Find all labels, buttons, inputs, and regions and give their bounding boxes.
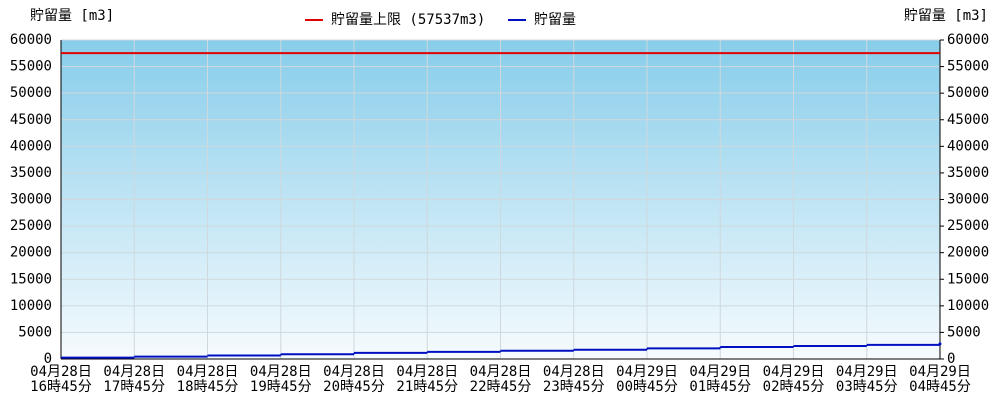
x-tick-label: 04月29日 <box>689 364 751 380</box>
y-tick-label: 35000 <box>10 165 52 181</box>
x-tick-label: 01時45分 <box>689 379 751 395</box>
y2-tick-label: 40000 <box>947 138 989 154</box>
x-tick-label: 00時45分 <box>616 379 678 395</box>
step-point <box>938 342 942 346</box>
x-tick-label: 04月28日 <box>250 364 312 380</box>
y2-tick-label: 50000 <box>947 85 989 101</box>
x-tick-label: 21時45分 <box>396 379 458 395</box>
y-tick-label: 10000 <box>10 298 52 314</box>
legend-label: 貯留量 <box>534 12 576 28</box>
x-tick-label: 04月29日 <box>909 364 971 380</box>
y-tick-label: 40000 <box>10 138 52 154</box>
y2-tick-label: 30000 <box>947 192 989 208</box>
legend-label: 貯留量上限 (57537m3) <box>331 12 485 28</box>
y2-tick-label: 10000 <box>947 298 989 314</box>
x-tick-label: 20時45分 <box>323 379 385 395</box>
x-tick-label: 04月28日 <box>470 364 532 380</box>
y-tick-label: 0 <box>44 351 52 367</box>
y-tick-label: 60000 <box>10 32 52 48</box>
x-tick-label: 17時45分 <box>103 379 165 395</box>
y2-tick-label: 15000 <box>947 271 989 287</box>
x-tick-label: 16時45分 <box>30 379 92 395</box>
y-axis-title: 貯留量 [m3] <box>30 8 114 24</box>
y-tick-label: 45000 <box>10 112 52 128</box>
x-tick-label: 04月28日 <box>323 364 385 380</box>
x-tick-label: 04月29日 <box>836 364 898 380</box>
x-tick-label: 04月28日 <box>543 364 605 380</box>
x-tick-label: 04月28日 <box>103 364 165 380</box>
x-tick-label: 04時45分 <box>909 379 971 395</box>
y2-tick-label: 35000 <box>947 165 989 181</box>
y2-tick-label: 0 <box>947 351 955 367</box>
x-tick-label: 22時45分 <box>470 379 532 395</box>
y2-axis-title: 貯留量 [m3] <box>904 8 988 24</box>
y2-tick-label: 5000 <box>947 324 981 340</box>
x-tick-label: 18時45分 <box>177 379 239 395</box>
x-tick-label: 02時45分 <box>763 379 825 395</box>
x-tick-label: 04月28日 <box>30 364 92 380</box>
x-tick-label: 19時45分 <box>250 379 312 395</box>
y2-tick-label: 20000 <box>947 245 989 261</box>
y2-tick-label: 45000 <box>947 112 989 128</box>
y2-tick-label: 55000 <box>947 59 989 75</box>
x-tick-label: 04月29日 <box>616 364 678 380</box>
x-tick-label: 04月28日 <box>177 364 239 380</box>
x-tick-label: 04月28日 <box>396 364 458 380</box>
x-tick-label: 23時45分 <box>543 379 605 395</box>
y2-tick-label: 60000 <box>947 32 989 48</box>
y-tick-label: 25000 <box>10 218 52 234</box>
x-tick-label: 04月29日 <box>763 364 825 380</box>
y-tick-label: 15000 <box>10 271 52 287</box>
y-tick-label: 30000 <box>10 192 52 208</box>
y-tick-label: 55000 <box>10 59 52 75</box>
y-tick-label: 20000 <box>10 245 52 261</box>
y2-tick-label: 25000 <box>947 218 989 234</box>
x-tick-label: 03時45分 <box>836 379 898 395</box>
y-tick-label: 50000 <box>10 85 52 101</box>
y-tick-label: 5000 <box>18 324 52 340</box>
